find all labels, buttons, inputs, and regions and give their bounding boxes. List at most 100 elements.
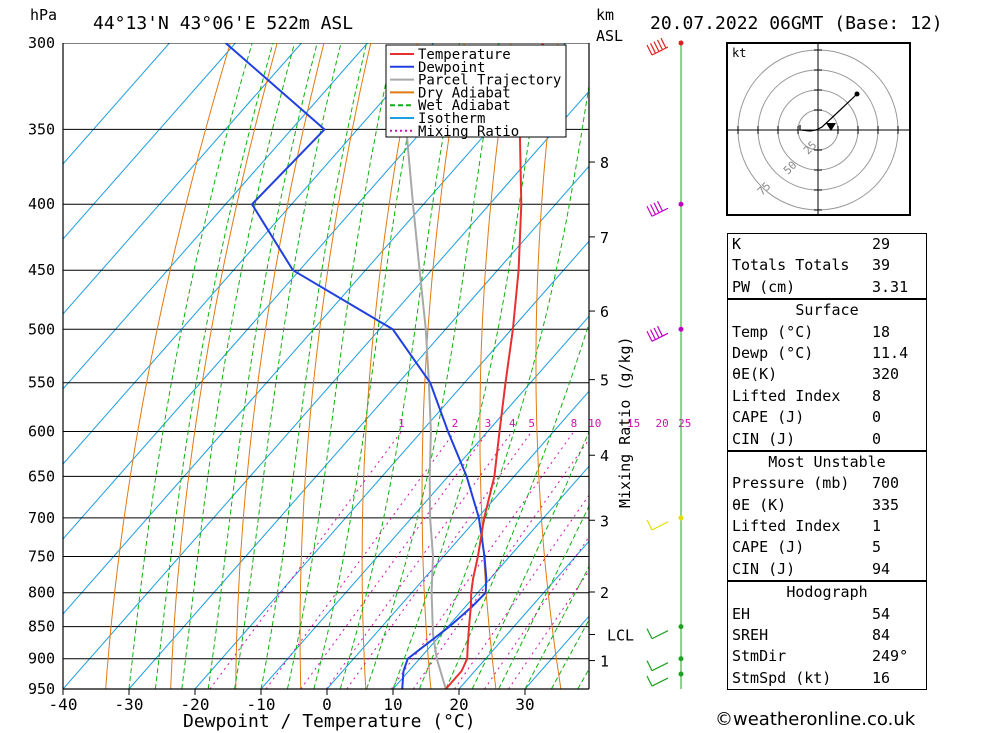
pressure-tick-label: 750: [28, 548, 55, 566]
surface-label: CAPE (J): [732, 408, 805, 427]
wind-barb-feather: [653, 41, 660, 52]
mixing-ratio-label: 2: [452, 417, 459, 430]
wind-barb-shaft: [651, 677, 669, 687]
x-tick-label: 20: [449, 695, 468, 714]
wind-level-dot: [678, 326, 684, 332]
mixing-ratio-line: [300, 431, 489, 689]
hodograph-param-label: StmSpd (kt): [732, 668, 832, 687]
hodograph-param-label: EH: [732, 604, 751, 623]
x-tick-label: 0: [322, 695, 332, 714]
legend-entry: Wet Adiabat: [418, 98, 511, 114]
most-unstable-label: Pressure (mb): [732, 474, 850, 493]
hodograph-param-row: StmSpd (kt) 16: [728, 668, 926, 689]
km-tick-label: 3: [600, 512, 609, 530]
wet-adiabat: [524, 565, 589, 689]
k-index-value: 29: [872, 235, 891, 253]
surface-row: CAPE (J) 0: [728, 407, 926, 428]
profiles: [224, 43, 544, 689]
wind-barb-shaft: [651, 332, 669, 342]
surface-row: Dewp (°C) 11.4: [728, 343, 926, 364]
wet-adiabat: [286, 43, 395, 689]
mixing-ratio-line: [484, 536, 589, 689]
wind-barb-feather: [646, 205, 653, 217]
mixing-ratio-line: [453, 494, 589, 689]
most-unstable-label: Lifted Index: [732, 517, 841, 536]
surface-title: Surface: [795, 301, 859, 320]
wind-barb-feather: [656, 39, 664, 51]
x-tick-label: -40: [49, 695, 78, 714]
wind-barb: [646, 660, 669, 672]
dry-adiabat: [421, 43, 465, 689]
pw-row: PW (cm) 3.31: [728, 277, 926, 298]
mixing-ratio-label: 4: [509, 417, 516, 430]
mixing-ratio-line: [412, 438, 589, 689]
wet-adiabat: [260, 43, 368, 689]
isotherm-line: [63, 90, 589, 689]
background-grid: [63, 43, 1000, 689]
wet-adiabat: [498, 504, 589, 689]
isotherm-line: [63, 43, 236, 240]
wind-level-dot: [678, 656, 684, 662]
isotherm-line: [63, 43, 302, 315]
dry-adiabat: [479, 43, 512, 689]
wet-adiabat: [471, 430, 589, 689]
dry-adiabat: [361, 43, 419, 689]
most-unstable-table: Most Unstable Pressure (mb) 700 θE (K) 335 L…: [727, 450, 927, 582]
km-tick-label: 6: [600, 303, 609, 321]
parcel-trajectory-line: [403, 61, 447, 689]
most-unstable-title: Most Unstable: [768, 452, 886, 471]
pressure-tick-label: 800: [28, 584, 55, 602]
dry-adiabat: [299, 43, 372, 689]
pressure-tick-label: 450: [28, 261, 55, 279]
datetime-label: 20.07.2022 06GMT (Base: 12): [650, 13, 943, 34]
isotherm-line: [458, 540, 589, 689]
wind-barb-feather: [646, 660, 653, 671]
x-tick-label: -30: [115, 695, 144, 714]
basic-indices-table: K 29 Totals Totals 39 PW (cm) 3.31: [727, 233, 927, 300]
dry-adiabat: [535, 43, 562, 689]
surface-value: 320: [872, 365, 900, 384]
legend-entry: Parcel Trajectory: [418, 73, 561, 89]
wet-adiabat: [154, 43, 274, 689]
surface-row: Temp (°C) 18: [728, 322, 926, 343]
mixing-ratio-label: 20: [656, 417, 669, 430]
most-unstable-label: CAPE (J): [732, 538, 805, 557]
most-unstable-value: 1: [872, 517, 882, 536]
dry-adiabat: [979, 43, 1000, 689]
wind-barb: [646, 519, 669, 531]
legend-entry: Dry Adiabat: [418, 85, 511, 101]
km-tick-label: LCL: [607, 627, 634, 645]
x-tick-label: 10: [383, 695, 402, 714]
isotherm-line: [326, 390, 589, 689]
surface-value: 0: [872, 408, 882, 427]
most-unstable-row: Lifted Index 1: [728, 516, 926, 537]
wind-barb: [646, 200, 669, 217]
wind-barb-shaft: [651, 662, 669, 672]
surface-row: θE(K) 320: [728, 364, 926, 385]
pressure-tick-label: 550: [28, 374, 55, 392]
credit-text[interactable]: ©weatheronline.co.uk: [715, 709, 916, 730]
pw-label: PW (cm): [732, 277, 796, 296]
wind-barb-feather: [656, 200, 664, 212]
surface-table: Surface Temp (°C) 18 Dewp (°C) 11.4 θE(K) 320…: [727, 299, 927, 451]
surface-value: 8: [872, 386, 882, 405]
wind-barb-feather: [646, 519, 653, 531]
mixing-ratio-label: 3: [485, 417, 492, 430]
mixing-ratio-axis-label: Mixing Ratio (g/kg): [616, 336, 634, 508]
pressure-tick-label: 400: [28, 195, 55, 213]
wet-adiabat: [207, 43, 318, 689]
mixing-ratio-label: 1: [398, 417, 405, 430]
pressure-tick-label: 300: [28, 34, 55, 52]
pressure-unit-label: hPa: [30, 6, 57, 24]
most-unstable-value: 335: [872, 495, 900, 514]
mixing-ratio-label: 5: [528, 417, 535, 430]
surface-label: Temp (°C): [732, 322, 814, 341]
asl-label: ASL: [596, 27, 623, 45]
wet-adiabat: [313, 43, 426, 689]
isotherm-line: [63, 43, 368, 390]
wind-barb: [646, 628, 669, 640]
hodograph-param-value: 54: [872, 604, 891, 623]
surface-label: CIN (J): [732, 429, 796, 448]
